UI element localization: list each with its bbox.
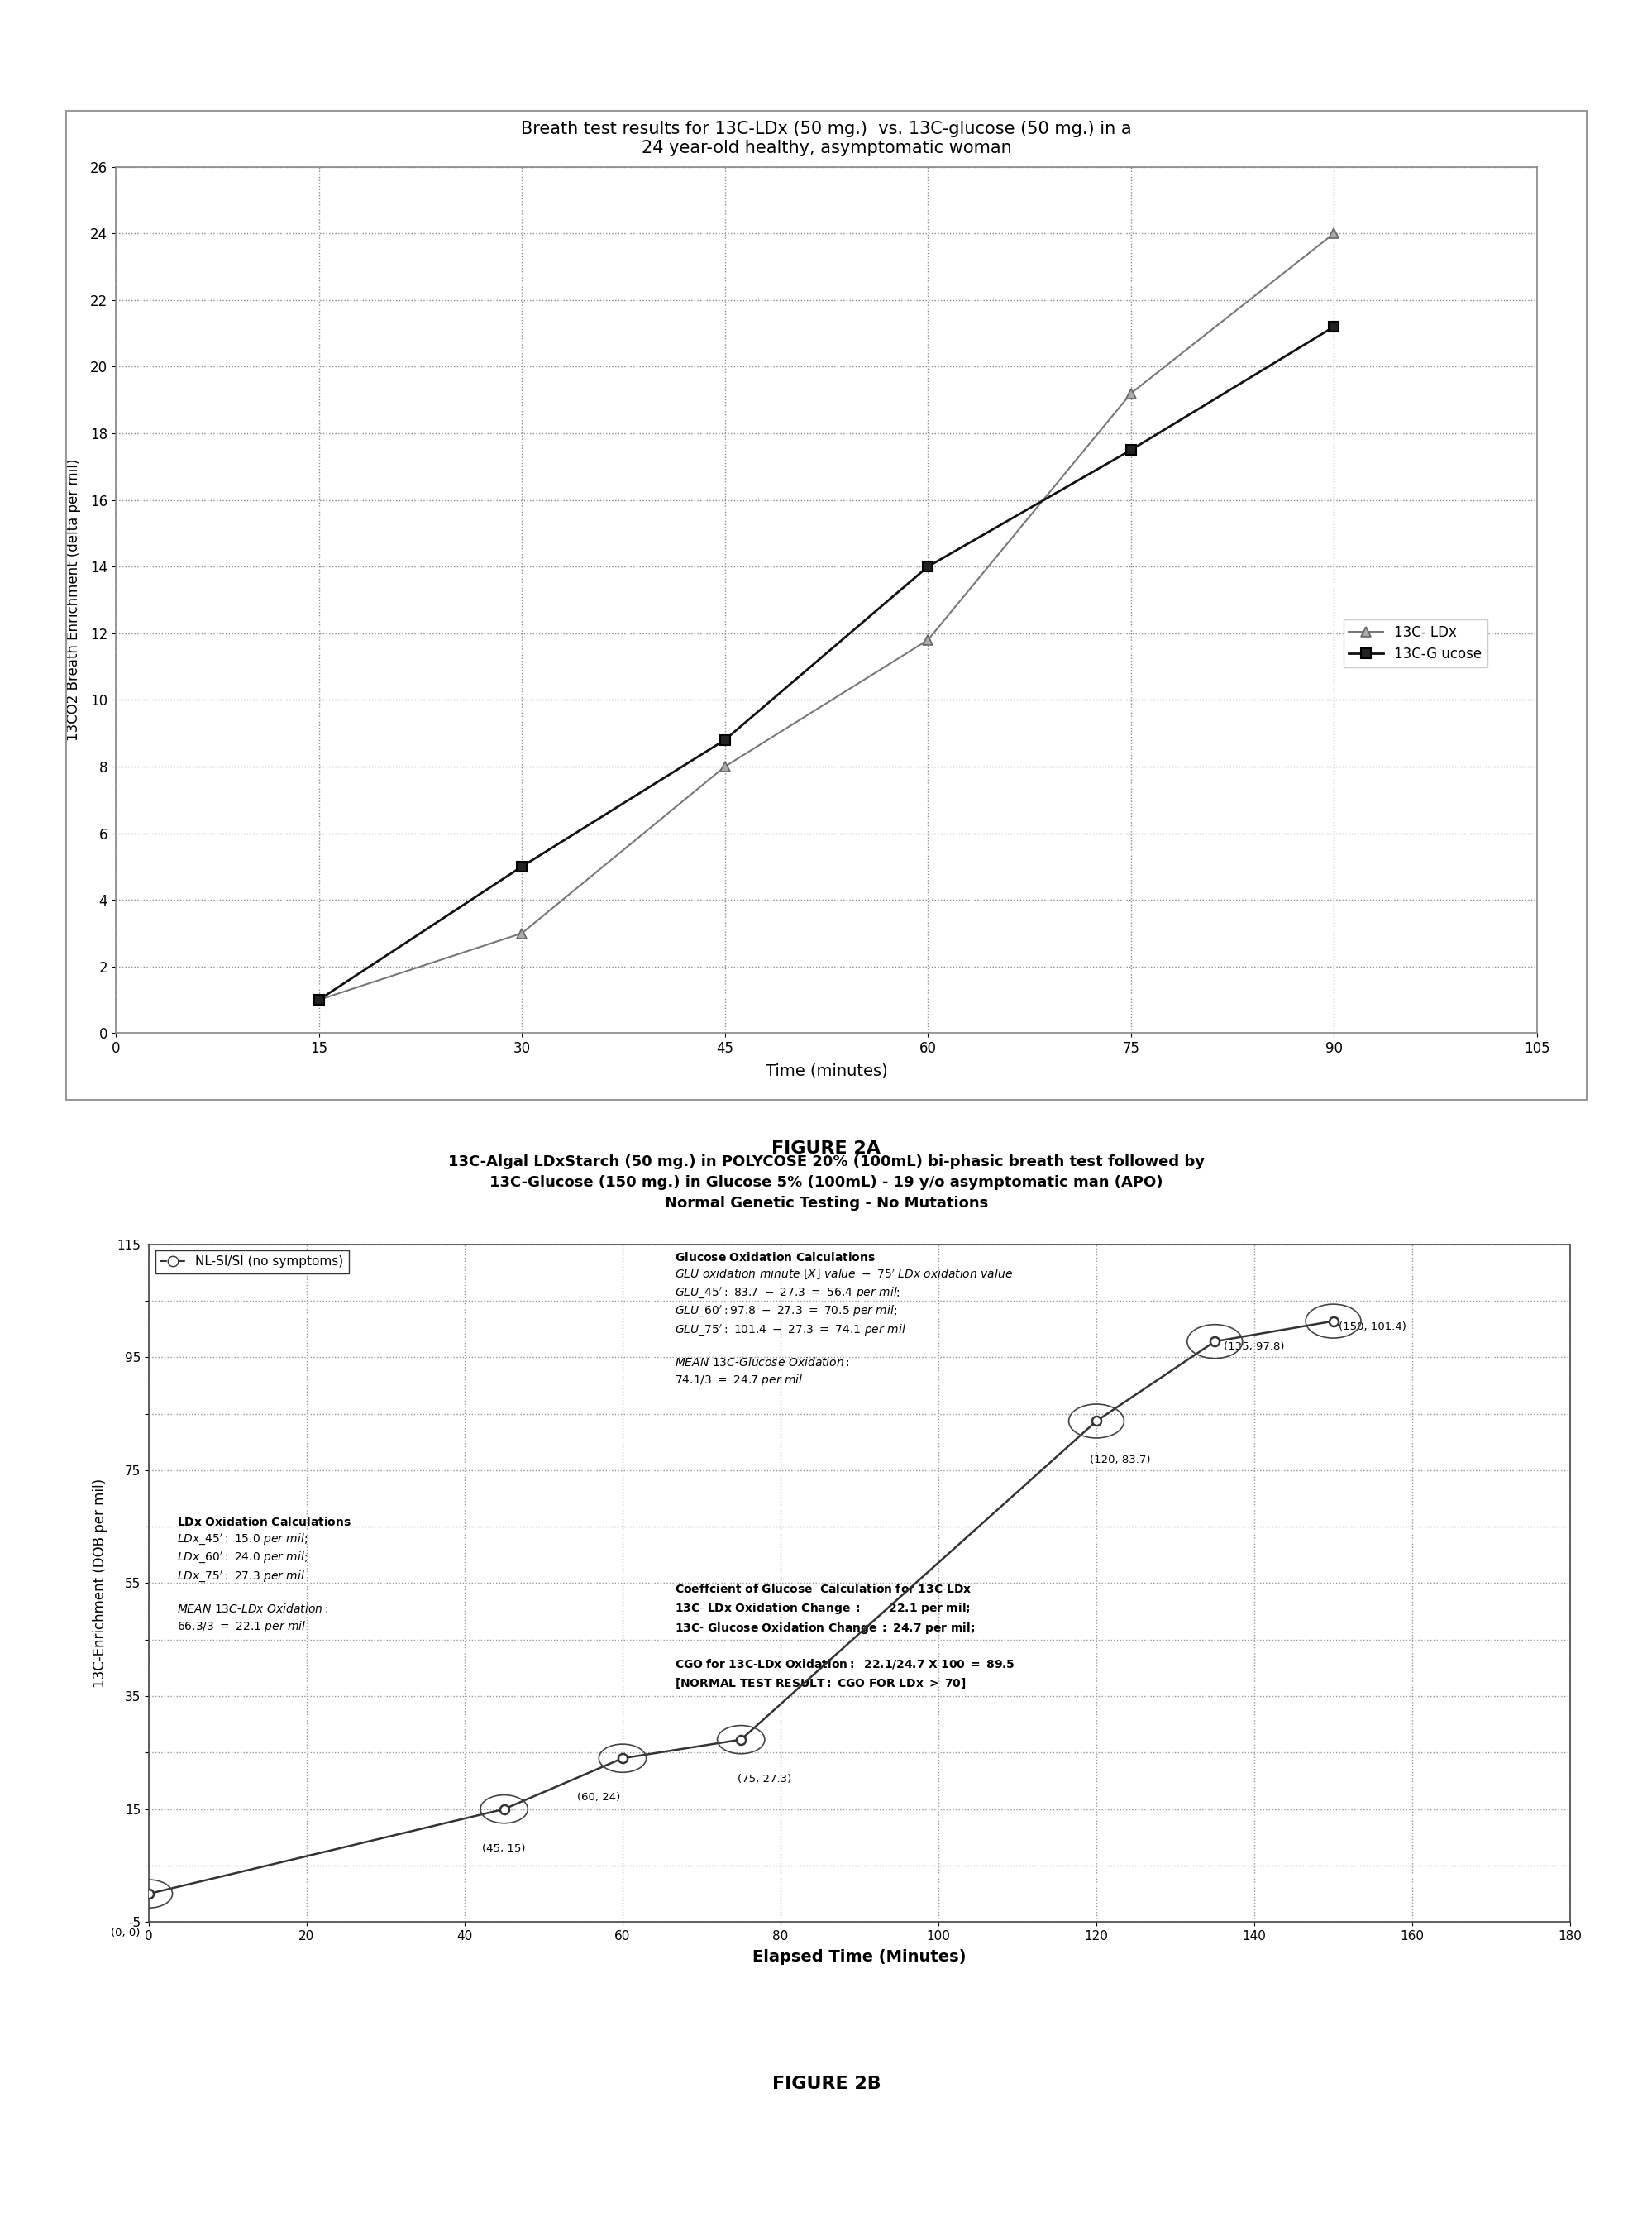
Line: 13C-G ucose: 13C-G ucose [314, 322, 1338, 1004]
Text: $\bf{Glucose\ Oxidation\ Calculations}$
$\it{GLU\ oxidation\ minute\ [X]\ value\: $\bf{Glucose\ Oxidation\ Calculations}$ … [674, 1251, 1013, 1387]
Text: FIGURE 2A: FIGURE 2A [771, 1140, 881, 1158]
Text: (120, 83.7): (120, 83.7) [1089, 1455, 1150, 1467]
Title: Breath test results for 13C-LDx (50 mg.)  vs. 13C-glucose (50 mg.) in a
24 year-: Breath test results for 13C-LDx (50 mg.)… [520, 120, 1132, 156]
Text: (0, 0): (0, 0) [111, 1929, 140, 1938]
Legend: 13C- LDx, 13C-G ucose: 13C- LDx, 13C-G ucose [1343, 620, 1487, 667]
Text: (75, 27.3): (75, 27.3) [737, 1773, 791, 1784]
13C-G ucose [715, 727, 735, 753]
Text: (135, 97.8): (135, 97.8) [1224, 1342, 1284, 1353]
Text: 13C-Algal LDxStarch (50 mg.) in POLYCOSE 20% (100mL) bi-phasic breath test follo: 13C-Algal LDxStarch (50 mg.) in POLYCOSE… [448, 1155, 1204, 1211]
13C- LDx [1323, 220, 1343, 247]
13C- LDx [512, 920, 532, 947]
Text: (60, 24): (60, 24) [577, 1793, 620, 1802]
X-axis label: Time (minutes): Time (minutes) [765, 1062, 887, 1078]
Legend: NL-SI/SI (no symptoms): NL-SI/SI (no symptoms) [155, 1251, 349, 1273]
Text: $\bf{LDx\ Oxidation\ Calculations}$
$\it{LDx\_45':\ 15.0\ per\ mil;}$
$\it{LDx\_: $\bf{LDx\ Oxidation\ Calculations}$ $\it… [177, 1515, 352, 1633]
Text: $\bf{Coeffcient\ of\ Glucose\ \ Calculation\ for\ 13C\text{-}LDx}$
$\bf{13C\text: $\bf{Coeffcient\ of\ Glucose\ \ Calculat… [674, 1582, 1014, 1691]
13C-G ucose [917, 553, 937, 580]
Line: 13C- LDx: 13C- LDx [314, 229, 1338, 1004]
Y-axis label: 13C-Enrichment (DOB per mil): 13C-Enrichment (DOB per mil) [93, 1478, 107, 1689]
13C- LDx [715, 753, 735, 780]
13C-G ucose [309, 987, 329, 1013]
Text: FIGURE 2B: FIGURE 2B [771, 2075, 881, 2093]
13C- LDx [917, 627, 937, 653]
Text: (150, 101.4): (150, 101.4) [1338, 1322, 1406, 1331]
13C-G ucose [512, 853, 532, 880]
X-axis label: Elapsed Time (Minutes): Elapsed Time (Minutes) [752, 1949, 966, 1964]
Y-axis label: 13CO2 Breath Enrichment (delta per mil): 13CO2 Breath Enrichment (delta per mil) [66, 458, 81, 742]
Text: (45, 15): (45, 15) [482, 1842, 525, 1853]
13C-G ucose [1323, 313, 1343, 340]
13C- LDx [309, 987, 329, 1013]
13C- LDx [1120, 380, 1140, 407]
13C-G ucose [1120, 436, 1140, 464]
